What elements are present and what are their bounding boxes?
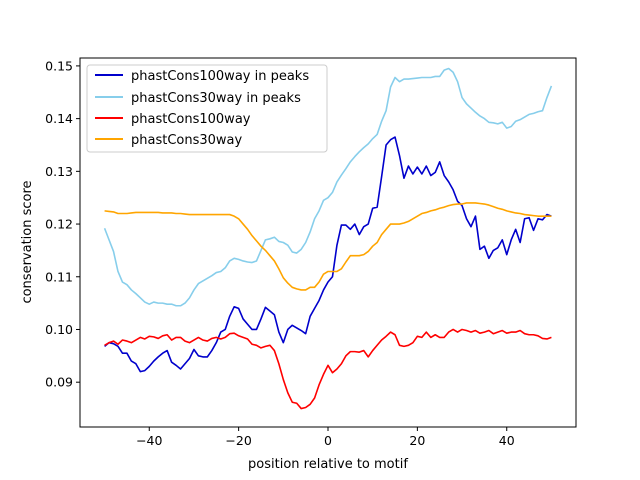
legend: phastCons100way in peaks phastCons30way … bbox=[86, 64, 328, 153]
x-axis: −40 −20 0 20 40 bbox=[136, 427, 515, 448]
x-tick-label: 0 bbox=[324, 433, 332, 448]
series-line-phastcons100way-in-peaks bbox=[104, 136, 552, 373]
y-axis-label: conservation score bbox=[20, 180, 35, 303]
series-line-phastcons30way-in-peaks bbox=[103, 67, 553, 307]
series-lines bbox=[103, 67, 553, 410]
y-tick-label: 0.10 bbox=[45, 322, 73, 337]
y-tick-label: 0.15 bbox=[45, 58, 73, 73]
legend-label-phastcons30way: phastCons30way bbox=[131, 133, 243, 148]
x-tick-label: 20 bbox=[409, 433, 425, 448]
y-tick-label: 0.13 bbox=[45, 164, 73, 179]
x-tick-label: −40 bbox=[136, 433, 162, 448]
legend-frame bbox=[86, 64, 328, 153]
x-axis-label: position relative to motif bbox=[248, 457, 408, 472]
series-line-phastcons100way bbox=[104, 328, 552, 410]
series-line-phastcons30way bbox=[104, 202, 552, 291]
x-tick-label: 40 bbox=[499, 433, 515, 448]
legend-label-phastcons30way-in-peaks: phastCons30way in peaks bbox=[131, 91, 301, 106]
y-tick-label: 0.09 bbox=[45, 375, 73, 390]
legend-label-phastcons100way: phastCons100way bbox=[131, 112, 251, 127]
legend-label-phastcons100way-in-peaks: phastCons100way in peaks bbox=[131, 69, 309, 84]
x-tick-label: −20 bbox=[225, 433, 251, 448]
y-axis: 0.09 0.10 0.11 0.12 0.13 0.14 0.15 bbox=[45, 58, 80, 390]
y-tick-label: 0.12 bbox=[45, 217, 73, 232]
y-tick-label: 0.14 bbox=[45, 111, 73, 126]
y-tick-label: 0.11 bbox=[45, 269, 73, 284]
